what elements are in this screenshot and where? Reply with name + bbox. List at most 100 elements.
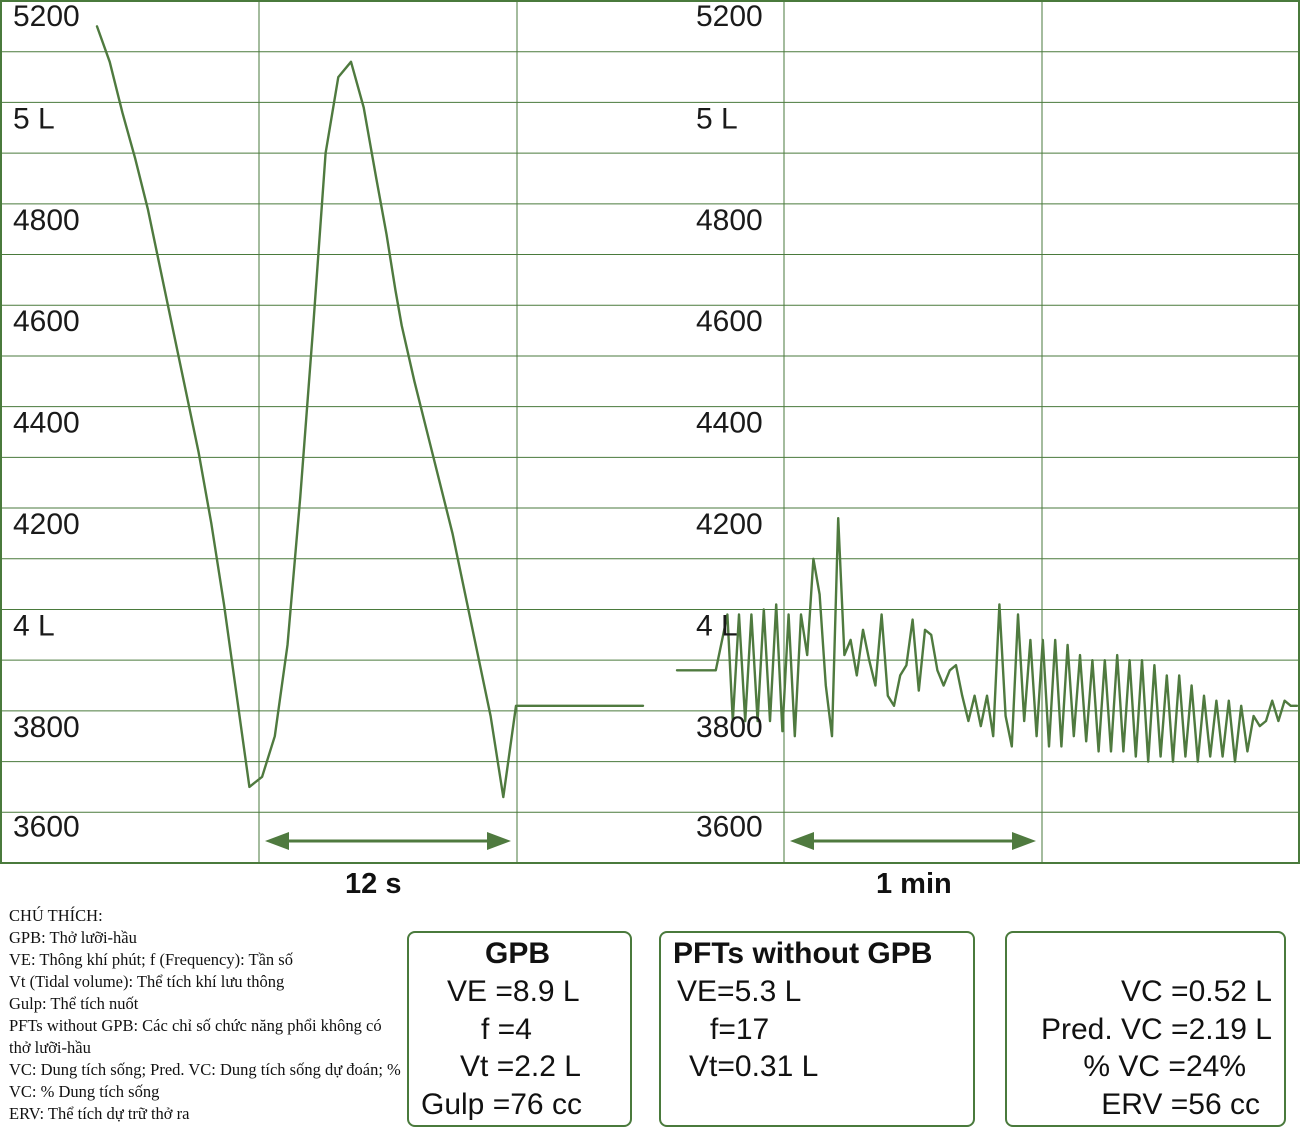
- scale-arrow-head-right: [487, 832, 511, 850]
- y-tick-label: 4800: [696, 204, 763, 237]
- data-point: [1004, 715, 1007, 717]
- data-point: [385, 233, 388, 235]
- data-point: [1259, 725, 1261, 727]
- data-point: [918, 689, 920, 692]
- vc-results-box: VC =0.52 L Pred. VC =2.19 L % VC =24% ER…: [1005, 931, 1286, 1127]
- data-point: [1166, 674, 1168, 677]
- series-line-gpb: [95, 25, 645, 799]
- data-point: [787, 613, 790, 616]
- data-point: [553, 705, 555, 707]
- data-point: [1209, 755, 1211, 758]
- data-point: [1203, 694, 1205, 697]
- data-point: [899, 674, 901, 677]
- data-point: [134, 157, 136, 159]
- time-scale-label-left: 12 s: [345, 868, 402, 900]
- data-point: [274, 735, 276, 737]
- data-point: [1190, 684, 1193, 687]
- data-point: [1221, 755, 1224, 758]
- data-point: [924, 629, 926, 631]
- data-point: [362, 106, 365, 109]
- time-scale-arrow-left: [265, 832, 511, 850]
- pfts-f-row: f=17: [710, 1013, 770, 1046]
- data-point: [1271, 699, 1273, 702]
- time-scale-arrow-right: [790, 832, 1036, 850]
- data-point: [973, 694, 976, 697]
- data-point: [949, 669, 951, 672]
- data-point: [942, 684, 945, 687]
- data-point: [578, 705, 581, 707]
- pfts-results-box: PFTs without GPB VE=5.3 L f=17 Vt=0.31 L: [659, 931, 975, 1127]
- data-point: [1048, 745, 1050, 748]
- gpb-results-box: GPB VE =8.9 L f =4 Vt =2.2 L Gulp =76 cc: [407, 931, 632, 1127]
- legend-line-vt: Vt (Tidal volume): Thể tích khí lưu thôn…: [9, 972, 285, 991]
- data-point: [738, 613, 740, 616]
- chart-tick-labels: 5200 5 L 4800 4600 4400 4200 4 L 3800 3600 5200 5 …: [13, 0, 763, 843]
- data-point: [818, 593, 821, 596]
- data-point: [197, 451, 200, 454]
- data-point: [763, 608, 765, 611]
- data-point: [108, 61, 111, 63]
- y-tick-label: 4200: [13, 508, 80, 541]
- chart-frame: [0, 0, 1300, 864]
- data-point: [629, 705, 632, 707]
- series-line-pfts: [675, 517, 1299, 763]
- y-tick-label: 4 L: [13, 609, 55, 642]
- y-tick-label: 5 L: [13, 102, 55, 135]
- data-point: [172, 329, 174, 332]
- y-tick-label: 3800: [13, 711, 80, 744]
- gpb-ve-row: VE =8.9 L: [447, 975, 580, 1008]
- pfts-ve-key: VE: [677, 975, 718, 1008]
- data-point: [806, 654, 808, 656]
- data-point: [868, 659, 870, 661]
- data-point: [812, 558, 815, 560]
- y-tick-label: 4400: [13, 407, 80, 440]
- data-point: [676, 669, 678, 672]
- y-tick-label: 4800: [13, 204, 80, 237]
- data-point: [1240, 705, 1242, 707]
- data-point: [843, 654, 846, 656]
- data-point: [905, 664, 908, 666]
- y-tick-label: 5200: [696, 0, 763, 33]
- legend-line-vc: VC: Dung tích sống; Pred. VC: Dung tích …: [9, 1060, 405, 1101]
- y-tick-label: 4200: [696, 508, 763, 541]
- data-point: [426, 431, 428, 433]
- legend-line-gulp: Gulp: Thể tích nuốt: [9, 994, 139, 1013]
- data-point: [527, 705, 530, 707]
- data-point: [1277, 720, 1280, 722]
- data-point: [235, 694, 238, 697]
- pfts-box-title: PFTs without GPB: [673, 937, 933, 970]
- legend-line-ve: VE: Thông khí phút; f (Frequency): Tần s…: [9, 950, 293, 969]
- data-point: [967, 720, 970, 722]
- y-tick-label: 3600: [13, 810, 80, 843]
- vc-key: VC: [1121, 975, 1163, 1008]
- data-point: [955, 664, 957, 666]
- y-tick-label: 5 L: [696, 102, 738, 135]
- data-point: [862, 629, 864, 631]
- data-point: [451, 532, 454, 535]
- pct-vc-value: 24%: [1185, 1050, 1246, 1083]
- data-point: [375, 177, 378, 180]
- data-point: [96, 25, 98, 28]
- data-point: [121, 111, 124, 114]
- chart-grid: [0, 0, 1300, 864]
- data-point: [591, 705, 593, 707]
- gpb-ve-value: 8.9 L: [512, 975, 580, 1008]
- data-point: [769, 720, 771, 722]
- data-point: [248, 786, 251, 788]
- data-point: [286, 644, 289, 646]
- data-point: [1265, 720, 1267, 722]
- data-point: [210, 522, 213, 525]
- scale-arrow-head-right: [1012, 832, 1036, 850]
- data-point: [413, 380, 416, 383]
- data-point: [1296, 705, 1298, 707]
- pred-vc-value: 2.19 L: [1188, 1013, 1272, 1046]
- data-point: [394, 289, 397, 291]
- gpb-f-key: f: [481, 1013, 490, 1046]
- chart-marks: [95, 25, 1299, 850]
- data-point: [781, 730, 784, 732]
- data-point: [998, 603, 1001, 606]
- data-point: [750, 613, 753, 616]
- data-point: [223, 603, 225, 606]
- data-point: [1085, 740, 1087, 743]
- data-point: [831, 735, 833, 737]
